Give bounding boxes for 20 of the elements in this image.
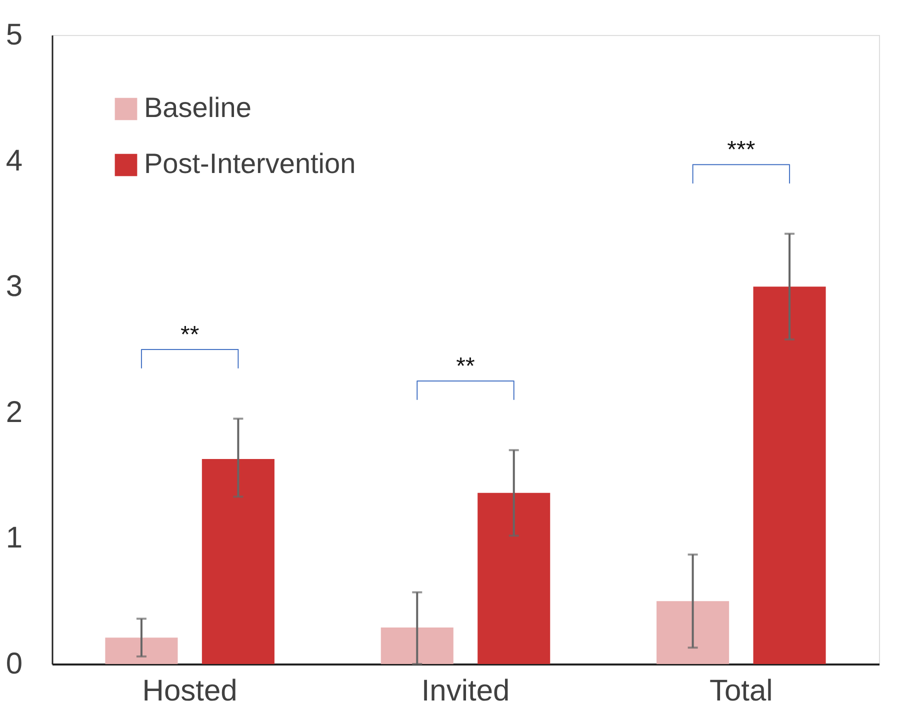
y-tick-label: 5 (6, 18, 22, 52)
y-tick-label: 4 (6, 144, 22, 178)
annotation: *** (727, 136, 756, 164)
y-tick-label: 3 (6, 270, 22, 304)
bar (753, 286, 826, 664)
bar (380, 628, 454, 664)
y-tick-label: 0 (6, 648, 22, 680)
bar (202, 458, 274, 664)
x-tick-label: Hosted (142, 674, 238, 708)
bar (105, 638, 178, 664)
y-tick-label: 1 (6, 522, 22, 555)
legend-label: Post-Intervention (144, 148, 356, 179)
y-tick-label: 2 (6, 396, 22, 429)
legend-label: Baseline (144, 92, 252, 123)
annotation: ** (180, 322, 200, 348)
bar (656, 601, 730, 664)
bar (478, 492, 550, 664)
annotation: ** (456, 352, 475, 380)
x-tick-label: Invited (421, 674, 510, 708)
x-tick-label: Total (709, 674, 773, 708)
